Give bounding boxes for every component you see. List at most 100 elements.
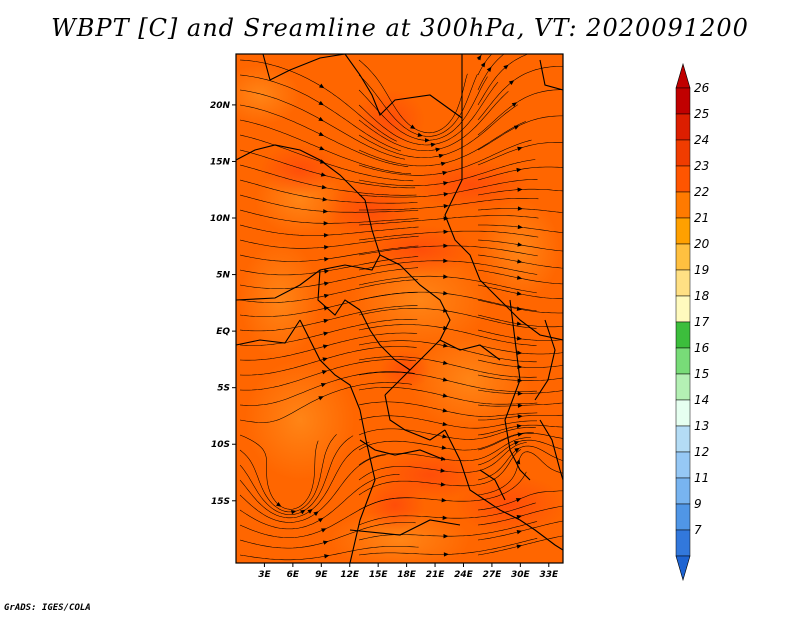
streamline — [239, 454, 386, 523]
border-line — [379, 254, 451, 396]
colorbar-label: 11 — [694, 471, 709, 485]
streamline-arrow — [324, 554, 330, 559]
streamline-arrow — [318, 396, 324, 401]
border-line — [479, 469, 506, 501]
streamline-arrow — [442, 421, 448, 427]
streamline — [358, 442, 527, 481]
colorbar-label: 20 — [694, 237, 710, 251]
streamline-arrow — [440, 456, 447, 461]
streamline-arrow — [322, 540, 329, 545]
border-line — [236, 319, 301, 346]
colorbar-cell — [675, 295, 691, 323]
streamline-arrow — [516, 321, 522, 326]
colorbar-cell — [675, 503, 691, 531]
streamline — [239, 332, 418, 361]
streamline — [239, 522, 416, 549]
border-line — [539, 419, 563, 481]
colorbar-cell — [675, 347, 691, 375]
border-line — [349, 519, 461, 536]
colorbar: 26 25 24 23 22 21 20 19 18 17 16 15 14 13 12 11 9 7 — [675, 62, 710, 582]
streamline-arrow — [323, 306, 330, 311]
streamline-arrow — [517, 146, 523, 151]
streamline-arrow — [323, 331, 329, 336]
streamline-arrow — [480, 62, 486, 68]
streamline — [358, 387, 538, 405]
colorbar-bottom-arrow — [675, 555, 691, 582]
streamline-arrow — [443, 203, 449, 209]
streamline-arrow — [322, 357, 328, 362]
streamline — [239, 104, 409, 167]
colorbar-label: 18 — [694, 289, 710, 303]
colorbar-label: 13 — [694, 419, 709, 433]
lon-tick-label: 6E — [287, 570, 300, 580]
colorbar-cell — [675, 269, 691, 297]
streamline-arrow — [442, 170, 448, 176]
field-patch — [410, 160, 530, 210]
streamline-arrow — [443, 552, 449, 557]
streamline — [358, 275, 537, 294]
streamline-arrow — [516, 424, 522, 429]
field-patch — [245, 360, 355, 480]
border-line — [539, 59, 563, 91]
streamline — [358, 537, 538, 556]
streamline-arrow — [516, 291, 522, 296]
streamline-arrow — [443, 258, 449, 264]
streamline — [358, 260, 538, 275]
streamline-arrow — [320, 172, 327, 177]
streamline-arrow — [476, 55, 482, 61]
streamline — [239, 371, 415, 406]
streamline-arrow — [318, 83, 325, 89]
streamline-arrow — [323, 233, 329, 238]
field-patch — [480, 200, 560, 300]
streamline-arrow — [323, 281, 330, 286]
colorbar-label: 26 — [694, 81, 710, 95]
colorbar-cell — [675, 165, 691, 193]
lat-tick-label: 5S — [217, 384, 230, 394]
streamline — [358, 59, 468, 134]
streamline-arrow — [443, 192, 449, 197]
colorbar-label: 24 — [694, 133, 709, 147]
colorbar-cell — [675, 243, 691, 271]
lon-tick-label: 33E — [539, 570, 559, 580]
streamline-arrow — [486, 66, 492, 73]
field-patch — [410, 330, 530, 430]
streamline-arrow — [417, 132, 423, 137]
streamline-arrow — [517, 206, 523, 211]
lat-tick-label: 20N — [210, 101, 231, 111]
colorbar-label: 15 — [694, 367, 709, 381]
streamline — [239, 89, 405, 160]
streamline-arrow — [443, 291, 449, 296]
streamline — [239, 267, 419, 289]
colorbar-cell — [675, 399, 691, 427]
lon-tick-label: 30E — [511, 570, 531, 580]
streamline-arrow — [513, 440, 520, 446]
lat-tick-label: 15S — [211, 497, 230, 507]
lon-tick-label: 12E — [340, 570, 360, 580]
border-line — [444, 118, 563, 341]
streamline — [239, 245, 419, 262]
streamline — [358, 437, 531, 466]
streamline — [239, 74, 402, 152]
streamline-arrow — [517, 403, 523, 408]
colorbar-cell — [675, 373, 691, 401]
streamline — [477, 490, 563, 511]
streamline-arrow — [516, 336, 523, 341]
field-patch — [380, 350, 430, 390]
streamline-arrow — [324, 245, 330, 250]
streamline-arrow — [324, 269, 330, 274]
streamline-arrow — [321, 528, 327, 533]
lon-tick-label: 3E — [258, 570, 271, 580]
streamline-arrow — [517, 187, 523, 192]
streamline — [358, 432, 534, 451]
streamline-arrow — [511, 102, 518, 107]
streamline — [358, 340, 537, 363]
streamline — [477, 424, 563, 436]
streamline — [358, 245, 538, 257]
streamline-arrow — [440, 482, 446, 487]
field-patch — [455, 475, 563, 535]
colorbar-cell — [675, 139, 691, 167]
streamline — [239, 474, 400, 530]
colorbar-cell — [675, 321, 691, 349]
streamline — [477, 505, 563, 526]
streamline-arrow — [517, 259, 523, 264]
